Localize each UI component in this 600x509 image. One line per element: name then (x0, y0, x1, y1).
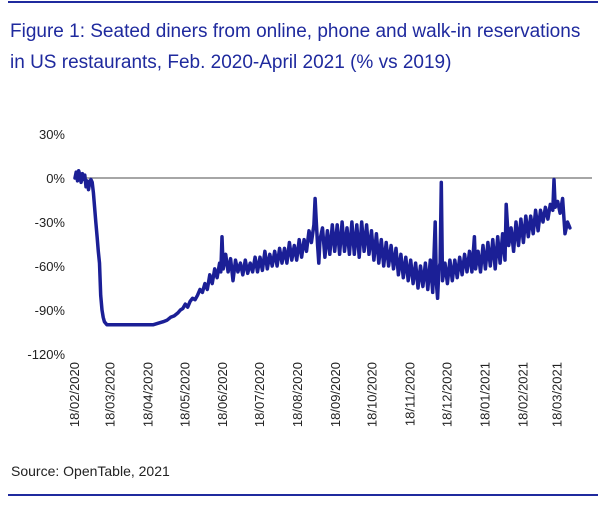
x-tick-label: 18/04/2020 (141, 362, 156, 427)
y-tick-label: -120% (27, 347, 65, 362)
y-tick-label: 0% (46, 171, 65, 186)
x-tick-label: 18/09/2020 (328, 362, 343, 427)
figure-title: Figure 1: Seated diners from online, pho… (10, 21, 581, 73)
x-tick-label: 18/05/2020 (177, 362, 192, 427)
x-tick-label: 18/03/2020 (103, 362, 118, 427)
y-tick-label: 30% (39, 127, 65, 142)
x-tick-label: 18/02/2021 (515, 362, 530, 427)
x-tick-label: 18/07/2020 (252, 362, 267, 427)
series-line (73, 168, 572, 327)
top-rule (8, 1, 598, 3)
x-axis: 18/02/2020 18/03/2020 18/04/2020 18/05/2020… (67, 362, 565, 427)
x-tick-label: 18/01/2021 (477, 362, 492, 427)
x-tick-label: 18/10/2020 (365, 362, 380, 427)
x-tick-label: 18/11/2020 (403, 362, 418, 426)
y-tick-label: -30% (35, 215, 66, 230)
line-chart: 30% 0% -30% -60% -90% -120% 18/02/2020 18/03/2… (27, 127, 592, 427)
y-tick-label: -60% (35, 259, 66, 274)
series-group (73, 168, 572, 327)
source-note: Source: OpenTable, 2021 (11, 463, 170, 479)
x-tick-label: 18/08/2020 (290, 362, 305, 427)
y-tick-label: -90% (35, 303, 66, 318)
y-axis: 30% 0% -30% -60% -90% -120% (27, 127, 65, 362)
x-tick-label: 18/06/2020 (215, 362, 230, 427)
bottom-rule (8, 494, 598, 496)
x-tick-label: 18/12/2020 (439, 362, 454, 427)
x-tick-label: 18/02/2020 (67, 362, 82, 427)
x-tick-label: 18/03/2021 (550, 362, 565, 427)
